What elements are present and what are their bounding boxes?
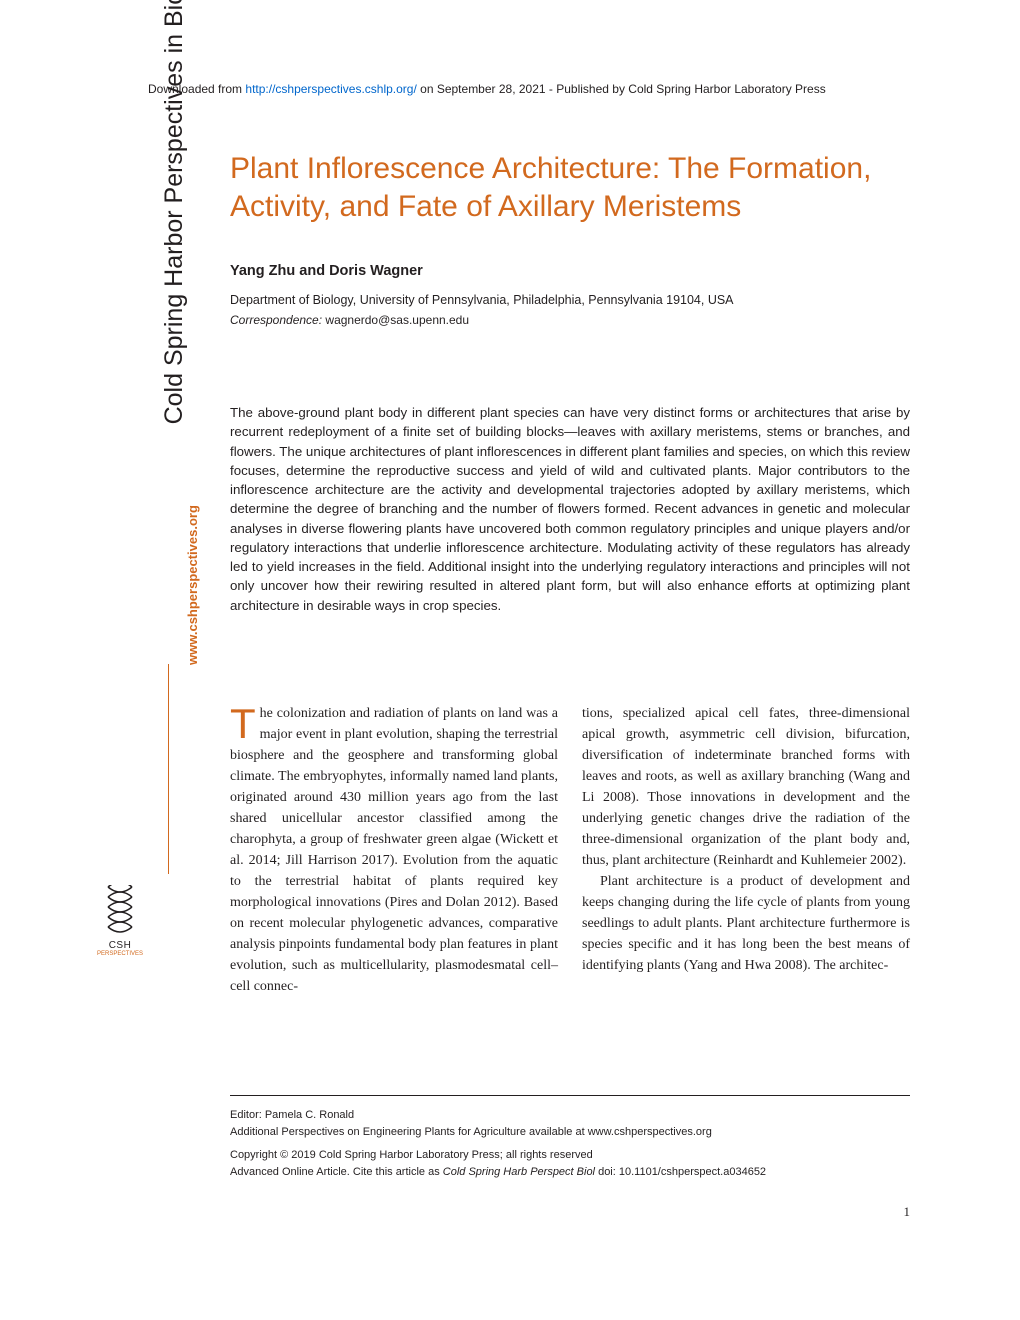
correspondence-email: wagnerdo@sas.upenn.edu [322,313,469,327]
logo-label: CSH [95,940,145,951]
sidebar-url: www.cshperspectives.org [185,505,200,665]
dropcap: T [230,703,260,742]
correspondence-label: Correspondence: [230,313,322,327]
download-header: Downloaded from http://cshperspectives.c… [148,82,826,96]
footer-block: Editor: Pamela C. Ronald Additional Pers… [230,1107,910,1181]
correspondence: Correspondence: wagnerdo@sas.upenn.edu [230,313,469,327]
abstract: The above-ground plant body in different… [230,403,910,615]
csh-logo: CSH PERSPECTIVES [95,885,145,957]
footer-editor: Editor: Pamela C. Ronald [230,1107,910,1124]
body-column-left: The colonization and radiation of plants… [230,703,558,997]
sidebar-divider [168,664,169,874]
article-title: Plant Inflorescence Architecture: The Fo… [230,150,910,225]
affiliation: Department of Biology, University of Pen… [230,293,734,307]
footer-copyright: Copyright © 2019 Cold Spring Harbor Labo… [230,1147,910,1164]
body-column-right: tions, specialized apical cell fates, th… [582,703,910,976]
body-right-paragraph-1: tions, specialized apical cell fates, th… [582,703,910,871]
citation-journal: Cold Spring Harb Perspect Biol [443,1166,595,1178]
body-left-paragraph-1: The colonization and radiation of plants… [230,703,558,997]
header-suffix: on September 28, 2021 - Published by Col… [417,82,826,96]
footer-citation: Advanced Online Article. Cite this artic… [230,1164,910,1181]
footer-rule [230,1095,910,1096]
logo-sublabel: PERSPECTIVES [95,951,145,957]
helix-icon [100,885,140,935]
header-url[interactable]: http://cshperspectives.cshlp.org/ [245,82,416,96]
citation-prefix: Advanced Online Article. Cite this artic… [230,1166,443,1178]
authors: Yang Zhu and Doris Wagner [230,263,423,279]
journal-sidebar: Cold Spring Harbor Perspectives in Biolo… [95,395,215,955]
body-left-text: he colonization and radiation of plants … [230,706,558,994]
sidebar-journal-name: Cold Spring Harbor Perspectives in Biolo… [160,0,189,445]
citation-doi: doi: 10.1101/cshperspect.a034652 [595,1166,766,1178]
footer-additional: Additional Perspectives on Engineering P… [230,1124,910,1141]
page-number: 1 [904,1204,911,1220]
body-right-paragraph-2: Plant architecture is a product of devel… [582,871,910,976]
